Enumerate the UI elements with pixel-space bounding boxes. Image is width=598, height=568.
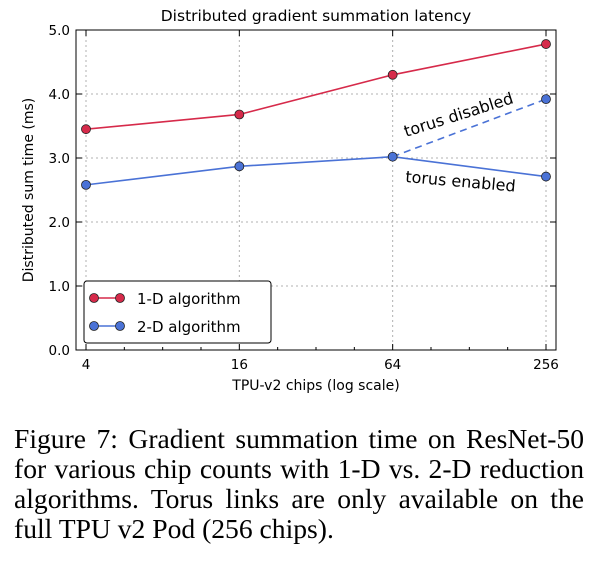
- point-1d: [387, 69, 398, 80]
- series-line-1d: [85, 43, 547, 130]
- x-tick-label: 16: [231, 357, 248, 373]
- annotation-torus-disabled: torus disabled: [401, 89, 515, 141]
- point-2d: [541, 171, 551, 182]
- point-torus-disabled: [541, 94, 551, 105]
- chart-title: Distributed gradient summation latency: [161, 7, 471, 25]
- x-tick-label: 256: [533, 357, 559, 373]
- points-layer: [81, 39, 551, 190]
- legend-2d-label: 2-D algorithm: [137, 318, 241, 336]
- series-line-2d: [85, 155, 547, 186]
- lines-layer: [85, 43, 547, 186]
- x-tick-label: 4: [82, 357, 91, 373]
- x-tick-label: 64: [384, 357, 401, 373]
- point-2d: [387, 151, 398, 162]
- point-1d: [541, 39, 551, 49]
- point-1d: [234, 109, 245, 120]
- legend-1d-label: 1-D algorithm: [137, 290, 241, 308]
- y-tick-label: 3.0: [49, 151, 70, 167]
- point-2d: [81, 179, 91, 190]
- legend-box: [83, 280, 272, 344]
- legend-1d-marker-left: [89, 293, 99, 303]
- point-1d: [81, 124, 91, 135]
- y-axis-label: Distributed sum time (ms): [21, 98, 37, 283]
- legend-1d-marker-right: [115, 293, 125, 303]
- y-tick-label: 0.0: [49, 343, 70, 359]
- legend-2d-marker-right: [115, 321, 125, 331]
- x-axis-label: TPU-v2 chips (log scale): [231, 378, 399, 394]
- point-2d: [234, 161, 245, 172]
- legend-2d-marker-left: [89, 321, 99, 331]
- ticks-layer: 0.0 1.0 2.0 3.0 4.0 5.0 4 16 64 256: [49, 23, 559, 373]
- figure-caption: Figure 7: Gradient summation time on Res…: [14, 423, 584, 544]
- y-tick-label: 5.0: [49, 23, 70, 39]
- y-tick-label: 2.0: [49, 215, 70, 231]
- chart: 0.0 1.0 2.0 3.0 4.0 5.0 4 16 64 256 Distributed g…: [21, 7, 559, 394]
- y-tick-label: 1.0: [49, 279, 70, 295]
- y-tick-label: 4.0: [49, 87, 70, 103]
- series-line-torus-disabled: [392, 98, 547, 158]
- legend: 1-D algorithm 2-D algorithm: [83, 280, 272, 344]
